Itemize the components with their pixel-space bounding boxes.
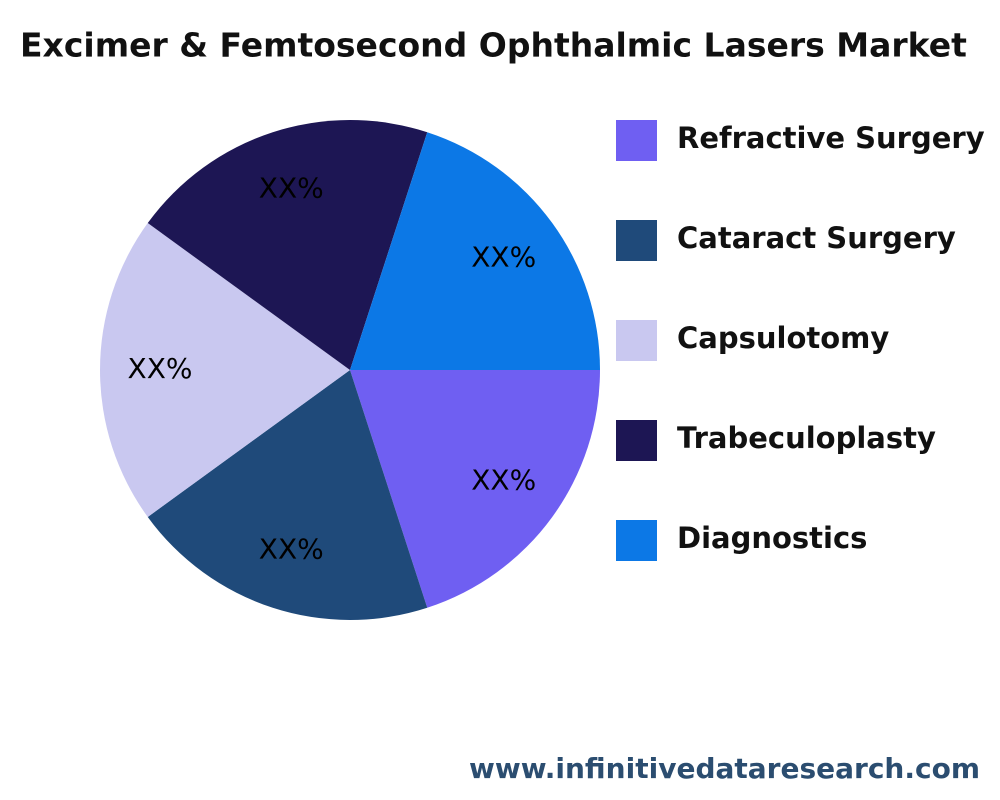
source-link: www.infinitivedataresearch.com [469, 752, 980, 785]
legend-label: Diagnostics [677, 521, 867, 555]
legend-swatch [616, 420, 657, 461]
slice-label: XX% [471, 464, 536, 497]
legend-label: Refractive Surgery [677, 121, 985, 155]
slice-label: XX% [259, 533, 324, 566]
legend-label: Capsulotomy [677, 321, 889, 355]
legend-swatch [616, 520, 657, 561]
slice-label: XX% [259, 171, 324, 204]
pie-slice [350, 132, 600, 370]
legend-swatch [616, 220, 657, 261]
pie-slice [147, 370, 428, 620]
legend-label: Cataract Surgery [677, 221, 956, 255]
legend-swatch [616, 120, 657, 161]
pie-slice [350, 370, 600, 608]
pie-slice [100, 223, 350, 517]
slice-label: XX% [471, 240, 536, 273]
pie-slice [147, 120, 428, 370]
slice-label: XX% [128, 352, 193, 385]
legend-label: Trabeculoplasty [677, 421, 936, 455]
chart-title: Excimer & Femtosecond Ophthalmic Lasers … [20, 26, 967, 65]
legend-swatch [616, 320, 657, 361]
